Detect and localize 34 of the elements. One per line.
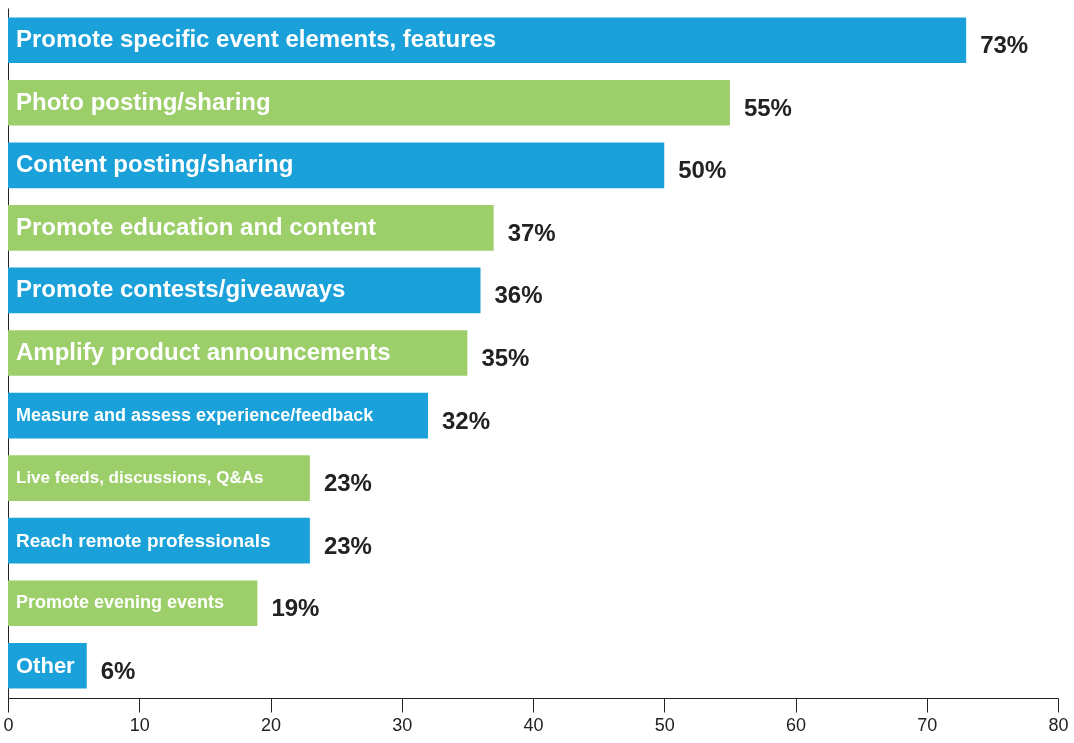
data-label: 6% xyxy=(100,656,136,684)
x-tick-label: 40 xyxy=(523,714,544,735)
data-label: 36% xyxy=(494,281,543,309)
data-label: 35% xyxy=(481,344,530,371)
y-tick-label: Live feeds, discussions, Q&As xyxy=(16,468,264,488)
x-tick-label: 0 xyxy=(3,714,14,735)
x-tick-label: 70 xyxy=(917,714,938,735)
bar xyxy=(8,142,665,189)
y-tick-label: Photo posting/sharing xyxy=(16,87,271,115)
x-tick-label: 60 xyxy=(785,714,807,735)
x-tick-label: 20 xyxy=(260,714,282,735)
data-label: 23% xyxy=(323,469,372,497)
y-tick-label: Promote evening events xyxy=(16,592,225,613)
bar xyxy=(8,79,730,126)
data-label: 37% xyxy=(507,218,556,246)
data-label: 50% xyxy=(678,156,727,184)
x-tick-label: 10 xyxy=(129,714,150,735)
x-tick-label: 80 xyxy=(1048,714,1069,735)
x-tick-label: 30 xyxy=(392,714,413,735)
y-tick-label: Measure and assess experience/feedback xyxy=(16,404,375,425)
y-tick-label: Promote contests/giveaways xyxy=(16,275,346,303)
data-label: 73% xyxy=(980,31,1029,59)
bar xyxy=(8,17,967,64)
y-tick-label: Reach remote professionals xyxy=(16,529,271,551)
data-label: 32% xyxy=(442,406,491,434)
y-tick-label: Promote education and content xyxy=(16,212,377,240)
data-label: 19% xyxy=(271,594,320,622)
data-label: 23% xyxy=(323,531,372,559)
y-tick-label: Content posting/sharing xyxy=(16,150,294,178)
y-tick-label: Other xyxy=(16,652,76,678)
y-tick-label: Amplify product announcements xyxy=(16,338,391,365)
y-tick-label: Promote specific event elements, features xyxy=(16,25,497,53)
data-label: 55% xyxy=(743,93,792,121)
x-tick-label: 50 xyxy=(654,714,675,735)
